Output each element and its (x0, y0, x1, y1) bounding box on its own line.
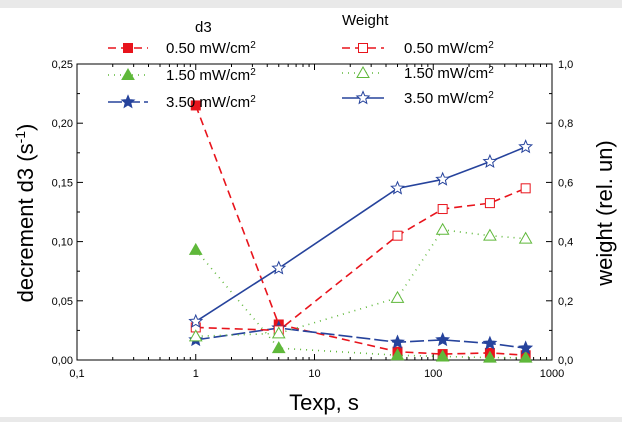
x-tick-label: 1 (193, 368, 199, 380)
data-point (271, 341, 286, 354)
legend-label-sup: 2 (250, 67, 256, 78)
legend-marker (121, 67, 135, 80)
legend-item-weight-2: 3.50 mW/cm2 (342, 90, 494, 108)
data-point (482, 153, 498, 168)
legend-label: 3.50 mW/cm2 (166, 94, 256, 112)
legend-label: 1.50 mW/cm2 (166, 67, 256, 85)
legend-item-d3-1: 1.50 mW/cm2 (108, 67, 256, 85)
x-tick-label: 1000 (540, 368, 564, 380)
data-point (271, 260, 287, 275)
series-layer (188, 100, 534, 363)
data-point (188, 242, 203, 255)
y-right-tick-label: 0,2 (558, 296, 573, 308)
y-left-tick-label: 0,15 (52, 177, 73, 189)
x-tick-label: 100 (424, 368, 442, 380)
series-line (195, 105, 526, 357)
legend-group-d3-title: d3 (195, 19, 212, 36)
legend-label-sup: 2 (250, 40, 256, 51)
data-point (435, 171, 451, 186)
legend-label: 3.50 mW/cm2 (404, 90, 494, 108)
series-weight-4 (188, 222, 533, 342)
legend-marker (123, 43, 133, 53)
data-point (188, 313, 204, 328)
legend-item-weight-1: 1.50 mW/cm2 (342, 65, 494, 83)
y-right-tick-label: 0,8 (558, 118, 573, 130)
data-point (390, 180, 405, 195)
data-point (484, 198, 495, 209)
data-point (482, 335, 498, 350)
data-point (435, 349, 450, 362)
series-line (195, 249, 526, 359)
series-weight-5 (188, 139, 534, 328)
y-axis-left-title-text: decrement d3 (s (13, 143, 38, 302)
data-point (518, 340, 534, 355)
x-tick-label: 0,1 (69, 368, 84, 380)
x-axis-title: Texp, s (289, 390, 359, 415)
series-d3-1 (188, 242, 533, 363)
y-axis-right-title: weight (rel. un) (592, 140, 617, 287)
y-right-tick-label: 1,0 (558, 59, 573, 71)
data-point (435, 222, 450, 235)
axes-layer: 0,1 1 10 100 1000 0,00 0,05 0,10 0,15 0,20 0,25 0,0… (52, 59, 574, 380)
legend-item-d3-2: 3.50 mW/cm2 (108, 94, 256, 112)
data-point (188, 329, 203, 342)
data-point (390, 290, 405, 303)
top-strip (0, 0, 622, 8)
y-right-tick-label: 0,6 (558, 177, 573, 189)
series-line (195, 228, 526, 338)
y-left-tick-label: 0,00 (52, 355, 73, 367)
legend-label: 1.50 mW/cm2 (404, 65, 494, 83)
data-point (435, 332, 451, 347)
data-point (518, 350, 533, 363)
legend-layer: d3 Weight 0.50 mW/cm2 1.50 mW/cm2 3.50 mW/… (108, 12, 494, 111)
data-point (518, 231, 533, 244)
legend-marker (120, 94, 136, 109)
data-point (518, 139, 534, 154)
y-right-tick-label: 0,4 (558, 237, 573, 249)
series-line (195, 187, 526, 332)
legend-marker (356, 65, 370, 78)
data-point (271, 326, 286, 339)
data-point (190, 100, 201, 111)
legend-group-weight-title: Weight (342, 12, 389, 29)
legend-item-d3-0: 0.50 mW/cm2 (108, 40, 256, 58)
data-point (483, 350, 497, 363)
legend-marker (358, 43, 368, 53)
data-point (392, 230, 403, 241)
data-point (483, 228, 497, 241)
y-axis-left-title: decrement d3 (s-1) (12, 124, 38, 303)
legend-item-weight-0: 0.50 mW/cm2 (342, 40, 494, 58)
series-line (195, 327, 526, 349)
legend-label-sup: 2 (488, 40, 494, 51)
y-left-tick-label: 0,10 (52, 237, 73, 249)
x-tick-label: 10 (308, 368, 320, 380)
legend-label: 0.50 mW/cm2 (166, 40, 256, 58)
y-axis-left-title-end: ) (13, 124, 38, 131)
data-point (520, 183, 531, 194)
data-point (437, 204, 448, 215)
y-right-tick-label: 0,0 (558, 355, 573, 367)
legend-label-sup: 2 (250, 94, 256, 105)
legend-marker (355, 90, 371, 105)
y-left-tick-label: 0,20 (52, 118, 73, 130)
legend-label-sup: 2 (488, 90, 494, 101)
data-point (390, 348, 405, 361)
y-left-tick-label: 0,25 (52, 59, 73, 71)
y-left-tick-label: 0,05 (52, 296, 73, 308)
legend-label-sup: 2 (488, 65, 494, 76)
y-axis-left-title-sup: -1 (12, 131, 28, 144)
data-point (390, 334, 405, 349)
legend-label: 0.50 mW/cm2 (404, 40, 494, 58)
